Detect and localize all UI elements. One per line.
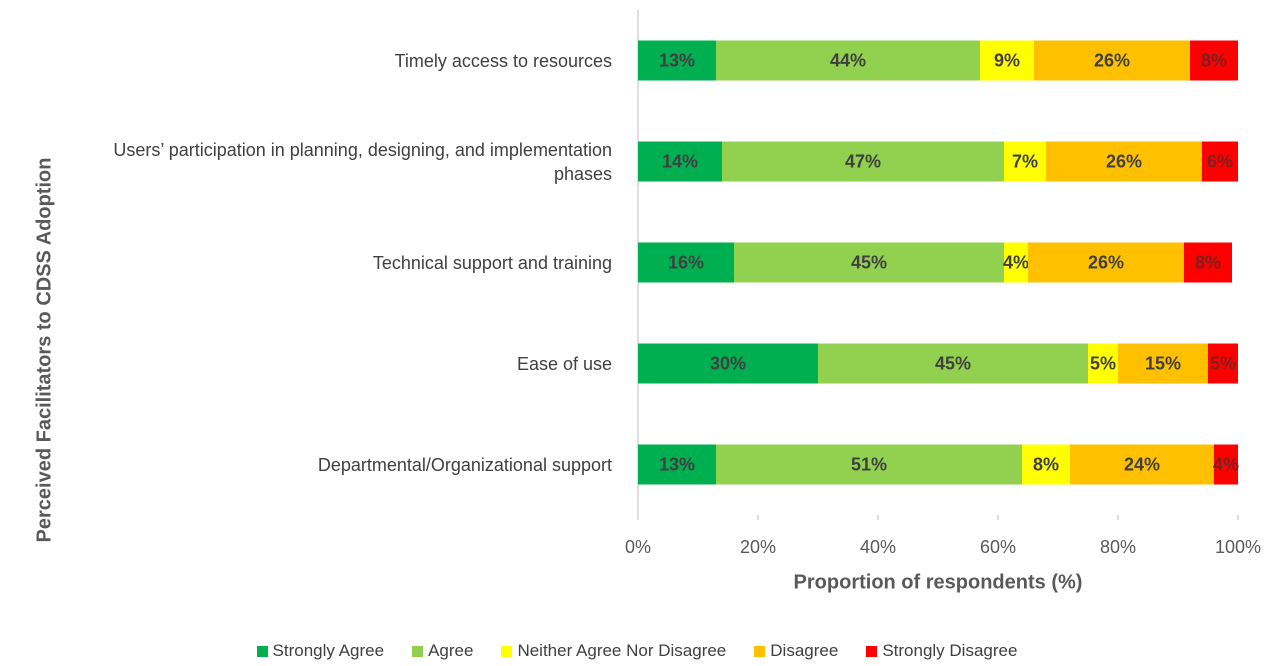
x-tick-label: 60% [980,537,1016,557]
bar-segment [734,242,1004,283]
legend-swatch [754,645,766,657]
data-label: 15% [1145,353,1181,373]
data-label: 5% [1090,353,1116,373]
data-label: 8% [1195,252,1221,272]
bar-segment [638,242,734,283]
legend-label: Agree [428,641,474,660]
data-label: 8% [1201,50,1227,70]
data-label: 13% [659,50,695,70]
data-label: 30% [710,353,746,373]
bar-segment [1046,141,1202,182]
category-label: Technical support and training [372,252,612,273]
bar-segment [1202,141,1238,182]
x-axis-title: Proportion of respondents (%) [794,571,1083,593]
data-label: 4% [1003,252,1029,272]
data-label: 26% [1094,50,1130,70]
x-tick-label: 100% [1215,537,1261,557]
data-label: 26% [1106,151,1142,171]
bar-segment [716,444,1022,485]
data-label: 47% [845,151,881,171]
bar-segment [1070,444,1214,485]
bar-segment [1190,40,1238,81]
x-tick-label: 20% [740,537,776,557]
bar-segment [1004,141,1046,182]
legend-item: Agree [412,641,473,661]
legend-swatch [501,645,513,657]
data-label: 45% [851,252,887,272]
data-label: 45% [935,353,971,373]
category-label: Departmental/Organizational support [317,454,612,475]
legend-label: Disagree [770,641,839,660]
legend-item: Strongly Disagree [866,641,1017,661]
data-label: 6% [1207,151,1233,171]
category-label: Ease of use [516,353,612,374]
bar-segment [1034,40,1190,81]
bar-segment [1214,444,1238,485]
x-tick-label: 0% [625,537,651,557]
legend: Strongly Agree Agree Neither Agree Nor Dis… [0,641,1274,661]
bar-segment [1022,444,1070,485]
x-tick-label: 80% [1100,537,1136,557]
category-label: Users’ participation in planning, design… [113,139,612,184]
legend-item: Strongly Agree [256,641,385,661]
bar-segment [716,40,980,81]
y-axis-title: Perceived Facilitators to CDSS Adoption [33,158,55,543]
legend-item: Neither Agree Nor Disagree [501,641,726,661]
bar-segment [638,141,722,182]
bar-segment [1028,242,1184,283]
data-label: 44% [830,50,866,70]
category-label: Timely access to resources [394,50,612,71]
legend-label: Neither Agree Nor Disagree [517,641,727,660]
bar-segment [1208,343,1238,384]
bar-segment [638,40,716,81]
bar-segment [818,343,1088,384]
data-label: 13% [659,454,695,474]
data-label: 16% [668,252,704,272]
bar-segment [722,141,1004,182]
legend-swatch [412,645,424,657]
data-label: 24% [1124,454,1160,474]
legend-swatch [866,645,878,657]
bar-segment [980,40,1034,81]
bar-segment [638,444,716,485]
data-label: 26% [1088,252,1124,272]
data-label: 14% [662,151,698,171]
bar-segment [1118,343,1208,384]
bar-segment [1184,242,1232,283]
data-label: 9% [994,50,1020,70]
legend-label: Strongly Agree [272,641,385,660]
data-label: 4% [1213,454,1239,474]
bar-segment [1088,343,1118,384]
data-label: 5% [1210,353,1236,373]
bar-segment [1004,242,1028,283]
data-label: 51% [851,454,887,474]
legend-swatch [256,645,268,657]
data-label: 8% [1033,454,1059,474]
legend-label: Strongly Disagree [882,641,1018,660]
legend-item: Disagree [754,641,838,661]
data-label: 7% [1012,151,1038,171]
x-tick-label: 40% [860,537,896,557]
bar-segment [638,343,818,384]
